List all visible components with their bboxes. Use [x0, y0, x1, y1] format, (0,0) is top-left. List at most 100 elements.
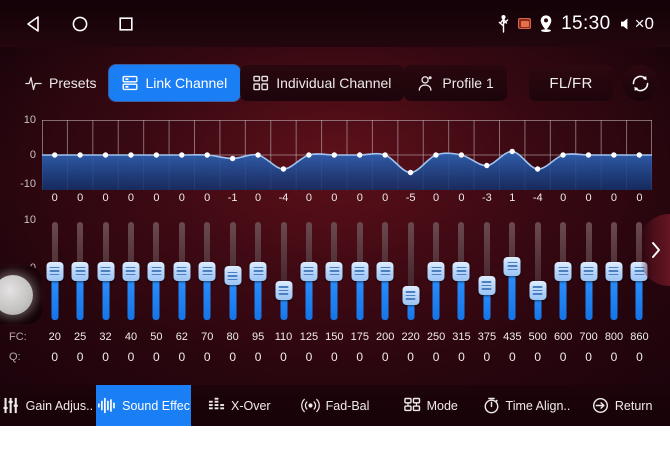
- q-value[interactable]: 0: [178, 350, 186, 364]
- slider-thumb[interactable]: [376, 261, 394, 281]
- bottom-nav-item-fad-bal[interactable]: Fad-Bal: [287, 385, 383, 426]
- q-value[interactable]: 0: [305, 350, 313, 364]
- eq-band-slider[interactable]: [271, 218, 296, 324]
- fc-values[interactable]: 20 25 32 40 50 62 70 80 95 110 125 150 175 200 220 250 3…: [42, 331, 652, 343]
- q-values[interactable]: 0 0 0 0 0 0 0 0 0 0 0 0 0 0 0 0 0 0 0 0 0 0 0 0: [42, 350, 652, 364]
- fc-value[interactable]: 110: [274, 331, 293, 343]
- bottom-nav-item-mode[interactable]: Mode: [383, 385, 479, 426]
- q-value[interactable]: 0: [432, 350, 440, 364]
- q-value[interactable]: 0: [356, 350, 364, 364]
- fc-value[interactable]: 40: [124, 331, 138, 343]
- q-value[interactable]: 0: [76, 350, 84, 364]
- eq-band-slider[interactable]: [347, 218, 372, 324]
- eq-band-slider[interactable]: [601, 218, 626, 324]
- q-value[interactable]: 0: [331, 350, 338, 364]
- slider-thumb[interactable]: [427, 261, 445, 281]
- fc-value[interactable]: 700: [579, 331, 598, 343]
- chevron-right-icon[interactable]: [640, 214, 670, 286]
- q-value[interactable]: 0: [534, 350, 542, 364]
- fc-value[interactable]: 62: [175, 331, 188, 343]
- recents-icon[interactable]: [114, 12, 138, 36]
- drag-knob[interactable]: [0, 266, 42, 324]
- fc-value[interactable]: 175: [350, 331, 369, 343]
- fc-value[interactable]: 435: [503, 331, 522, 343]
- eq-band-slider[interactable]: [42, 218, 67, 324]
- fc-value[interactable]: 25: [74, 331, 87, 343]
- slider-thumb[interactable]: [147, 261, 165, 281]
- eq-band-slider[interactable]: [322, 218, 347, 324]
- fc-value[interactable]: 860: [630, 331, 649, 343]
- graph-plot-area[interactable]: [42, 120, 652, 190]
- eq-band-slider[interactable]: [67, 218, 92, 324]
- slider-thumb[interactable]: [580, 261, 598, 281]
- fc-value[interactable]: 150: [325, 331, 344, 343]
- fc-value[interactable]: 32: [99, 331, 112, 343]
- slider-thumb[interactable]: [452, 261, 470, 281]
- fc-value[interactable]: 125: [299, 331, 319, 343]
- slider-thumb[interactable]: [325, 261, 343, 281]
- q-value[interactable]: 0: [51, 350, 59, 364]
- bottom-nav-item-gain-adjus[interactable]: Gain Adjus..: [0, 385, 96, 426]
- fc-value[interactable]: 375: [477, 331, 497, 343]
- slider-thumb[interactable]: [198, 261, 216, 281]
- back-icon[interactable]: [22, 12, 46, 36]
- eq-band-slider[interactable]: [296, 218, 321, 324]
- q-value[interactable]: 0: [254, 350, 262, 364]
- bottom-nav-item-sound-effec[interactable]: Sound Effec: [95, 385, 192, 426]
- slider-thumb[interactable]: [173, 261, 191, 281]
- eq-band-slider[interactable]: [423, 218, 448, 324]
- fc-value[interactable]: 220: [401, 331, 420, 343]
- eq-band-slider[interactable]: [449, 218, 474, 324]
- slider-thumb[interactable]: [402, 286, 420, 305]
- q-value[interactable]: 0: [508, 350, 516, 364]
- fc-value[interactable]: 800: [604, 331, 624, 343]
- slider-thumb[interactable]: [529, 281, 547, 301]
- eq-band-slider[interactable]: [500, 218, 525, 324]
- slider-track[interactable]: [534, 222, 541, 320]
- slider-track[interactable]: [483, 222, 490, 320]
- eq-band-slider[interactable]: [195, 218, 220, 324]
- fc-value[interactable]: 200: [376, 331, 395, 343]
- fc-value[interactable]: 600: [553, 331, 573, 343]
- slider-thumb[interactable]: [605, 261, 623, 281]
- eq-response-graph[interactable]: 10 0 -10 0 0 0 0 0 0 0 -1 0 -4 0 0 0 0 -5 0 0 -3 1 -4 0 0 0 0: [0, 112, 670, 212]
- home-icon[interactable]: [68, 12, 92, 36]
- q-value[interactable]: 0: [127, 350, 135, 364]
- eq-band-slider[interactable]: [93, 218, 118, 324]
- channel-flfr-button[interactable]: FL/FR: [529, 65, 613, 101]
- eq-band-slider[interactable]: [220, 218, 245, 324]
- slider-thumb[interactable]: [478, 276, 496, 296]
- fc-value[interactable]: 95: [251, 331, 265, 343]
- profile-selector[interactable]: Profile 1: [404, 65, 507, 101]
- eq-band-slider[interactable]: [525, 218, 550, 324]
- q-value[interactable]: 0: [229, 350, 236, 364]
- q-value[interactable]: 0: [381, 350, 389, 364]
- q-value[interactable]: 0: [458, 350, 465, 364]
- slider-thumb[interactable]: [122, 261, 140, 281]
- bottom-nav-item-x-over[interactable]: X-Over: [191, 385, 287, 426]
- eq-band-slider[interactable]: [550, 218, 575, 324]
- q-value[interactable]: 0: [483, 350, 491, 364]
- fc-value[interactable]: 250: [426, 331, 446, 343]
- slider-thumb[interactable]: [249, 261, 267, 281]
- slider-thumb[interactable]: [351, 261, 369, 281]
- slider-thumb[interactable]: [97, 261, 115, 281]
- fc-value[interactable]: 20: [48, 331, 61, 343]
- fc-value[interactable]: 50: [150, 331, 163, 343]
- q-value[interactable]: 0: [280, 350, 287, 364]
- q-value[interactable]: 0: [153, 350, 160, 364]
- fc-value[interactable]: 70: [201, 331, 214, 343]
- eq-band-slider[interactable]: [576, 218, 601, 324]
- tab-presets[interactable]: Presets: [12, 65, 109, 101]
- slider-thumb[interactable]: [554, 261, 572, 281]
- fc-value[interactable]: 315: [452, 331, 471, 343]
- q-value[interactable]: 0: [407, 350, 414, 364]
- slider-track[interactable]: [407, 222, 414, 320]
- q-value[interactable]: 0: [610, 350, 618, 364]
- eq-band-slider[interactable]: [118, 218, 143, 324]
- q-value[interactable]: 0: [559, 350, 567, 364]
- eq-band-slider[interactable]: [474, 218, 499, 324]
- slider-thumb[interactable]: [275, 281, 292, 301]
- bottom-nav-item-time-align[interactable]: Time Align..: [479, 385, 575, 426]
- eq-band-slider[interactable]: [144, 218, 169, 324]
